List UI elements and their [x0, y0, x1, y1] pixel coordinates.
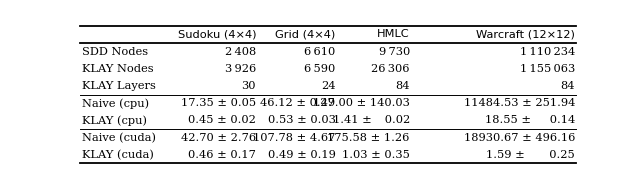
Text: 1.59 ±     0.25: 1.59 ± 0.25: [486, 150, 575, 160]
Text: 1 110 234: 1 110 234: [520, 47, 575, 57]
Text: SDD Nodes: SDD Nodes: [83, 47, 148, 57]
Text: KLAY Layers: KLAY Layers: [83, 81, 156, 91]
Text: 11484.53 ± 251.94: 11484.53 ± 251.94: [463, 98, 575, 108]
Text: Sudoku (4×4): Sudoku (4×4): [177, 30, 256, 39]
Text: 9 730: 9 730: [379, 47, 410, 57]
Text: HMLC: HMLC: [377, 30, 410, 39]
Text: 24: 24: [321, 81, 335, 91]
Text: 1.03 ± 0.35: 1.03 ± 0.35: [342, 150, 410, 160]
Text: 46.12 ± 0.49: 46.12 ± 0.49: [260, 98, 335, 108]
Text: 30: 30: [241, 81, 256, 91]
Text: KLAY (cuda): KLAY (cuda): [83, 150, 154, 160]
Text: 6 590: 6 590: [304, 64, 335, 74]
Text: 18930.67 ± 496.16: 18930.67 ± 496.16: [463, 133, 575, 143]
Text: 2 408: 2 408: [225, 47, 256, 57]
Text: 84: 84: [561, 81, 575, 91]
Text: 3 926: 3 926: [225, 64, 256, 74]
Text: Grid (4×4): Grid (4×4): [275, 30, 335, 39]
Text: 127.00 ± 140.03: 127.00 ± 140.03: [313, 98, 410, 108]
Text: 0.53 ± 0.03: 0.53 ± 0.03: [268, 116, 335, 125]
Text: 17.35 ± 0.05: 17.35 ± 0.05: [181, 98, 256, 108]
Text: KLAY Nodes: KLAY Nodes: [83, 64, 154, 74]
Text: 0.49 ± 0.19: 0.49 ± 0.19: [268, 150, 335, 160]
Text: Naive (cpu): Naive (cpu): [83, 98, 150, 108]
Text: 6 610: 6 610: [304, 47, 335, 57]
Text: Warcraft (12×12): Warcraft (12×12): [476, 30, 575, 39]
Text: 26 306: 26 306: [371, 64, 410, 74]
Text: 175.58 ± 1.26: 175.58 ± 1.26: [328, 133, 410, 143]
Text: 1 155 063: 1 155 063: [520, 64, 575, 74]
Text: 0.46 ± 0.17: 0.46 ± 0.17: [188, 150, 256, 160]
Text: 84: 84: [396, 81, 410, 91]
Text: 107.78 ± 4.67: 107.78 ± 4.67: [253, 133, 335, 143]
Text: 18.55 ±    0.14: 18.55 ± 0.14: [484, 116, 575, 125]
Text: KLAY (cpu): KLAY (cpu): [83, 115, 147, 126]
Text: Naive (cuda): Naive (cuda): [83, 132, 157, 143]
Text: 42.70 ± 2.76: 42.70 ± 2.76: [181, 133, 256, 143]
Text: 0.45 ± 0.02: 0.45 ± 0.02: [188, 116, 256, 125]
Text: 1.41 ±   0.02: 1.41 ± 0.02: [333, 116, 410, 125]
